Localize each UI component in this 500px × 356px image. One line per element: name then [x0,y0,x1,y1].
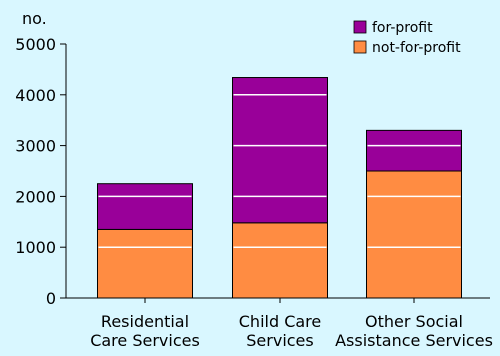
y-tick-label-3: 3000 [15,137,56,156]
legend: for-profit not-for-profit [353,20,461,56]
y-tick-label-1: 1000 [15,238,56,257]
x-tick-label-1-0: Child Care [239,312,322,331]
legend-swatch-for-profit [353,20,367,34]
x-tick-label-0-1: Care Services [90,331,200,350]
y-tick-label-2: 2000 [15,187,56,206]
bar-for-profit-1 [232,77,328,224]
bar-not-for-profit-0 [97,228,193,299]
bar-not-for-profit-2 [366,170,462,299]
bar-for-profit-0 [97,183,193,230]
y-tick-label-4: 4000 [15,86,56,105]
y-axis: 0 1000 2000 3000 4000 5000 [15,35,67,308]
y-tick-label-5: 5000 [15,35,56,54]
legend-label-not-for-profit: not-for-profit [372,40,461,56]
legend-swatch-not-for-profit [353,40,367,54]
x-tick-label-0-0: Residential [101,312,189,331]
x-tick-label-2-0: Other Social [365,312,463,331]
x-tick-label-1-1: Services [246,331,313,350]
bar-not-for-profit-1 [232,222,328,299]
y-tick-label-0: 0 [46,289,56,308]
bar-for-profit-2 [366,129,462,172]
y-axis-unit-label: no. [22,9,47,28]
legend-label-for-profit: for-profit [372,20,433,36]
plot-area [97,77,462,299]
x-tick-label-2-1: Assistance Services [335,331,493,350]
